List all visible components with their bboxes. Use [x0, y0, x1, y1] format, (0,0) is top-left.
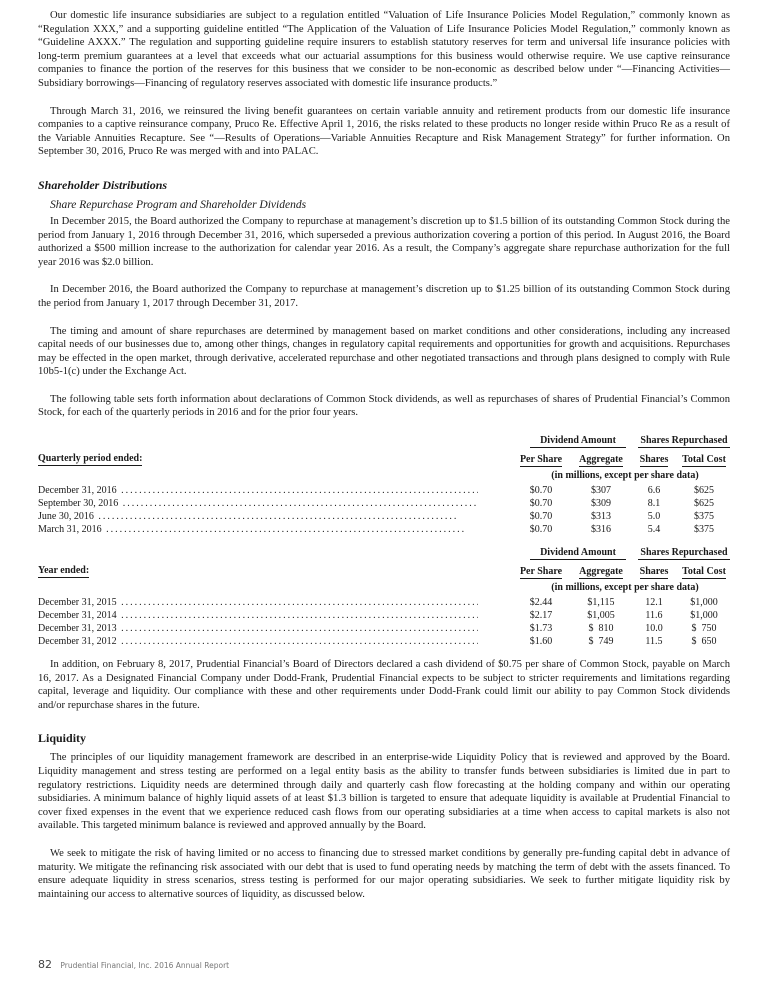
table-cell: $1.60: [529, 636, 553, 648]
table-cell: 5.4: [647, 524, 661, 536]
row-label: September 30, 2016: [38, 498, 119, 510]
paragraph: The following table sets forth informati…: [38, 393, 730, 419]
period-label: Year ended:: [38, 564, 90, 578]
row-label: December 31, 2014: [38, 610, 117, 622]
table-cell: $625: [694, 485, 714, 497]
table-cell: $1.73: [529, 623, 553, 635]
column-header: Per Share: [519, 566, 563, 580]
table-cell: $0.70: [529, 498, 553, 510]
group-header: Shares Repurchased: [638, 546, 730, 561]
row-label: December 31, 2015: [38, 597, 117, 609]
row-label: December 31, 2013: [38, 623, 117, 635]
distributions-table: Dividend Amount Shares Repurchased Quarter…: [38, 434, 730, 536]
table-row: December 31, 2012 ......................…: [38, 635, 730, 648]
table-cell: $307: [591, 485, 611, 497]
table-cell: 6.6: [647, 485, 661, 497]
units-note: (in millions, except per share data): [551, 582, 699, 594]
column-header: Per Share: [519, 454, 563, 468]
column-header: Shares: [639, 566, 669, 580]
table-cell: $625: [694, 498, 714, 510]
table-cell: 5.0: [647, 511, 661, 523]
column-header: Shares: [639, 454, 669, 468]
table-cell: $316: [591, 524, 611, 536]
table-row: December 31, 2015 ......................…: [38, 596, 730, 609]
row-label: December 31, 2016: [38, 485, 117, 497]
column-header: Aggregate: [579, 454, 623, 468]
paragraph: The principles of our liquidity manageme…: [38, 752, 730, 832]
units-note: (in millions, except per share data): [551, 470, 699, 482]
table-row: September 30, 2016 .....................…: [38, 497, 730, 510]
page-content: Our domestic life insurance subsidiaries…: [38, 9, 730, 915]
table-cell: $0.70: [529, 485, 553, 497]
page-footer: 82 Prudential Financial, Inc. 2016 Annua…: [38, 958, 229, 973]
table-cell: $2.44: [529, 597, 553, 609]
table-row: December 31, 2013 ......................…: [38, 622, 730, 635]
table-cell: 8.1: [647, 498, 661, 510]
paragraph: In addition, on February 8, 2017, Pruden…: [38, 659, 730, 711]
table-row: December 31, 2016 ......................…: [38, 484, 730, 497]
table-cell: $1,000: [690, 610, 718, 622]
table-cell: $ 750: [691, 623, 717, 635]
paragraph: Through March 31, 2016, we reinsured the…: [38, 105, 730, 158]
table-row: March 31, 2016 .........................…: [38, 523, 730, 536]
table-cell: 10.0: [645, 623, 663, 635]
table-cell: $309: [591, 498, 611, 510]
section-heading: Shareholder Distributions: [38, 177, 168, 192]
column-header: Total Cost: [682, 454, 726, 468]
column-header: Aggregate: [579, 566, 623, 580]
subsection-heading: Share Repurchase Program and Shareholder…: [50, 198, 307, 211]
column-header: Total Cost: [682, 566, 726, 580]
distributions-table: Dividend Amount Shares Repurchased Year en…: [38, 546, 730, 648]
page-number: 82: [38, 958, 52, 971]
paragraph: The timing and amount of share repurchas…: [38, 325, 730, 378]
group-header: Dividend Amount: [530, 546, 626, 561]
table-cell: 12.1: [645, 597, 663, 609]
table-cell: $1,115: [587, 597, 615, 609]
table-cell: $2.17: [529, 610, 553, 622]
table-cell: $1,000: [690, 597, 718, 609]
table-cell: $1,005: [587, 610, 615, 622]
group-header: Shares Repurchased: [638, 434, 730, 449]
table-cell: $ 749: [588, 636, 614, 648]
tables-container: Dividend Amount Shares Repurchased Quarter…: [38, 434, 730, 648]
paragraph: Our domestic life insurance subsidiaries…: [38, 10, 730, 89]
row-label: June 30, 2016: [38, 511, 94, 523]
section-heading: Liquidity: [38, 731, 87, 746]
table-cell: 11.5: [645, 636, 663, 648]
table-cell: $0.70: [529, 511, 553, 523]
table-cell: $375: [694, 524, 714, 536]
table-cell: 11.6: [645, 610, 663, 622]
paragraph: In December 2015, the Board authorized t…: [38, 215, 730, 268]
row-label: March 31, 2016: [38, 524, 102, 536]
period-label: Quarterly period ended:: [38, 452, 143, 466]
table-row: June 30, 2016 ..........................…: [38, 510, 730, 523]
table-cell: $375: [694, 511, 714, 523]
table-cell: $313: [591, 511, 611, 523]
table-cell: $ 810: [588, 623, 614, 635]
table-row: December 31, 2014 ......................…: [38, 609, 730, 622]
paragraph: We seek to mitigate the risk of having l…: [38, 848, 730, 900]
row-label: December 31, 2012: [38, 636, 117, 648]
table-cell: $0.70: [529, 524, 553, 536]
paragraph: In December 2016, the Board authorized t…: [38, 284, 730, 309]
group-header: Dividend Amount: [530, 434, 626, 449]
footer-text: Prudential Financial, Inc. 2016 Annual R…: [60, 961, 230, 970]
table-cell: $ 650: [691, 636, 717, 648]
